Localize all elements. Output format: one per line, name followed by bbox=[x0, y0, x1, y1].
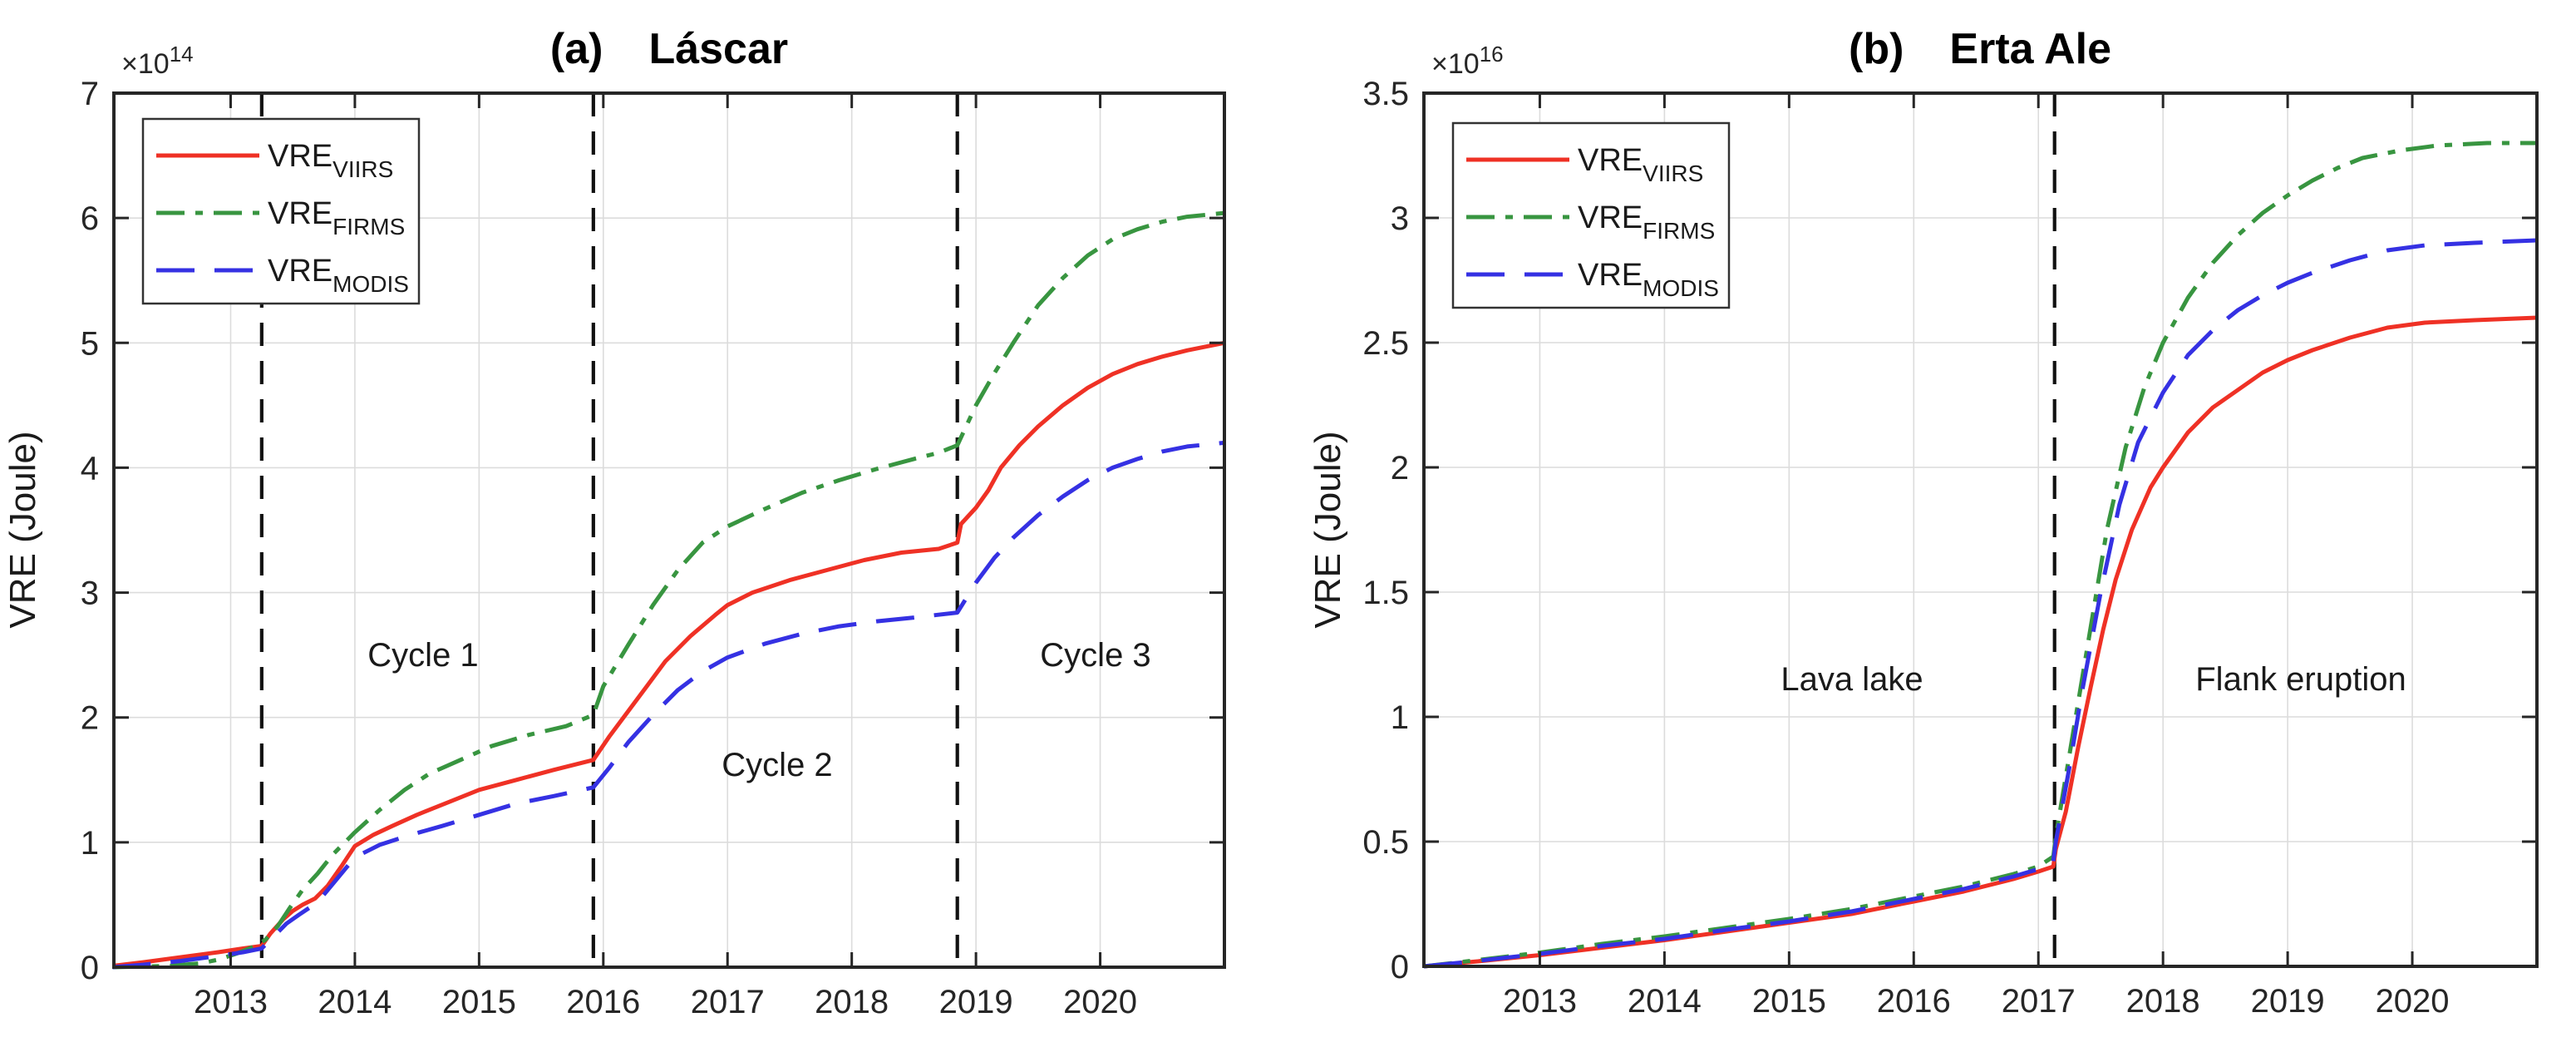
x-tick-label: 2020 bbox=[1063, 984, 1137, 1020]
plot-box bbox=[1422, 91, 2539, 968]
panel-b-ylabel: VRE (Joule) bbox=[1308, 431, 1348, 628]
series-curves bbox=[112, 210, 1225, 970]
legend-label-viirs: VREVIIRS bbox=[1578, 143, 1703, 186]
series-curves bbox=[1423, 141, 2538, 969]
y-tick-label: 0.5 bbox=[1362, 824, 1409, 861]
series-viirs bbox=[112, 340, 1225, 968]
x-tick-label: 2019 bbox=[939, 984, 1013, 1020]
legend-label-modis: VREMODIS bbox=[1578, 258, 1719, 301]
panel-lascar: 2013 2014 2015 2016 2017 2018 2019 2020 0 1 2 3 4 5 6 7… bbox=[2, 25, 1226, 1020]
x-tick-label: 2019 bbox=[2251, 983, 2325, 1020]
x-tick-label: 2018 bbox=[2126, 983, 2200, 1020]
annotation-cycle-2: Cycle 2 bbox=[722, 747, 832, 783]
y-tick-label: 0 bbox=[1391, 949, 1409, 985]
x-tick-label: 2015 bbox=[1752, 983, 1826, 1020]
y-tick-label: 2 bbox=[1391, 450, 1409, 487]
legend-erta-ale: VREVIIRS VREFIRMS VREMODIS bbox=[1451, 121, 1731, 309]
x-tick-label: 2014 bbox=[318, 984, 392, 1020]
legend-label-viirs: VREVIIRS bbox=[268, 139, 393, 182]
x-tick-label: 2017 bbox=[691, 984, 765, 1020]
x-tick-label: 2016 bbox=[566, 984, 640, 1020]
y-tick-label: 1 bbox=[1391, 699, 1409, 736]
y-tick-label: 1.5 bbox=[1362, 575, 1409, 611]
tick-labels: 2013 2014 2015 2016 2017 2018 2019 2020 0 0.5 1 1.5… bbox=[1362, 76, 2449, 1020]
y-tick-label: 2 bbox=[81, 700, 99, 737]
legend-label-modis: VREMODIS bbox=[268, 254, 409, 297]
x-tick-label: 2014 bbox=[1628, 983, 1702, 1020]
tick-labels: 2013 2014 2015 2016 2017 2018 2019 2020 0 1 2 3 4 5 6 7 bbox=[81, 76, 1137, 1020]
y-tick-label: 3.5 bbox=[1362, 76, 1409, 112]
y-tick-label: 0 bbox=[81, 950, 99, 986]
y-tick-label: 2.5 bbox=[1362, 325, 1409, 362]
panel-b-exponent-label: ×1016 bbox=[1431, 42, 1504, 80]
tick-marks bbox=[1424, 91, 2537, 968]
legend-box bbox=[141, 117, 421, 305]
panel-a-ylabel: VRE (Joule) bbox=[2, 431, 43, 628]
panel-a-exponent-label: ×1014 bbox=[121, 42, 194, 80]
panel-a-title: (a) Láscar bbox=[550, 25, 788, 73]
y-tick-label: 5 bbox=[81, 325, 99, 362]
legend-lascar: VREVIIRS VREFIRMS VREMODIS bbox=[141, 117, 421, 305]
annotation-cycle-3: Cycle 3 bbox=[1040, 637, 1150, 674]
y-tick-label: 1 bbox=[81, 825, 99, 862]
plot-area-lascar: 2013 2014 2015 2016 2017 2018 2019 2020 0 1 2 3 4 5 6 7 bbox=[81, 76, 1226, 1020]
panel-b-title: (b) Erta Ale bbox=[1849, 25, 2111, 73]
x-tick-label: 2018 bbox=[815, 984, 889, 1020]
annotation-cycle-1: Cycle 1 bbox=[367, 637, 478, 674]
y-tick-label: 3 bbox=[81, 575, 99, 612]
annotation-flank-eruption: Flank eruption bbox=[2195, 661, 2406, 698]
annotation-lava-lake: Lava lake bbox=[1781, 661, 1923, 698]
legend-box bbox=[1451, 121, 1731, 309]
legend-label-firms: VREFIRMS bbox=[268, 196, 405, 240]
plot-box bbox=[112, 91, 1226, 969]
series-modis bbox=[112, 440, 1225, 970]
x-tick-label: 2020 bbox=[2376, 983, 2450, 1020]
plot-area-erta-ale: 2013 2014 2015 2016 2017 2018 2019 2020 0 0.5 1 1.5… bbox=[1362, 76, 2539, 1020]
y-tick-label: 6 bbox=[81, 200, 99, 237]
series-firms bbox=[112, 210, 1225, 970]
series-modis bbox=[1423, 238, 2538, 969]
x-tick-label: 2013 bbox=[194, 984, 268, 1020]
x-tick-label: 2016 bbox=[1877, 983, 1951, 1020]
y-tick-label: 3 bbox=[1391, 200, 1409, 237]
y-tick-label: 4 bbox=[81, 450, 99, 487]
x-tick-label: 2013 bbox=[1503, 983, 1577, 1020]
x-tick-label: 2015 bbox=[442, 984, 516, 1020]
y-tick-label: 7 bbox=[81, 76, 99, 112]
legend-label-firms: VREFIRMS bbox=[1578, 200, 1715, 244]
panel-erta-ale: 2013 2014 2015 2016 2017 2018 2019 2020 0 0.5 1 1.5… bbox=[1308, 25, 2539, 1020]
gridlines bbox=[114, 92, 1224, 968]
event-dashed-lines bbox=[259, 93, 959, 967]
x-tick-label: 2017 bbox=[2002, 983, 2076, 1020]
series-viirs bbox=[1423, 315, 2538, 969]
